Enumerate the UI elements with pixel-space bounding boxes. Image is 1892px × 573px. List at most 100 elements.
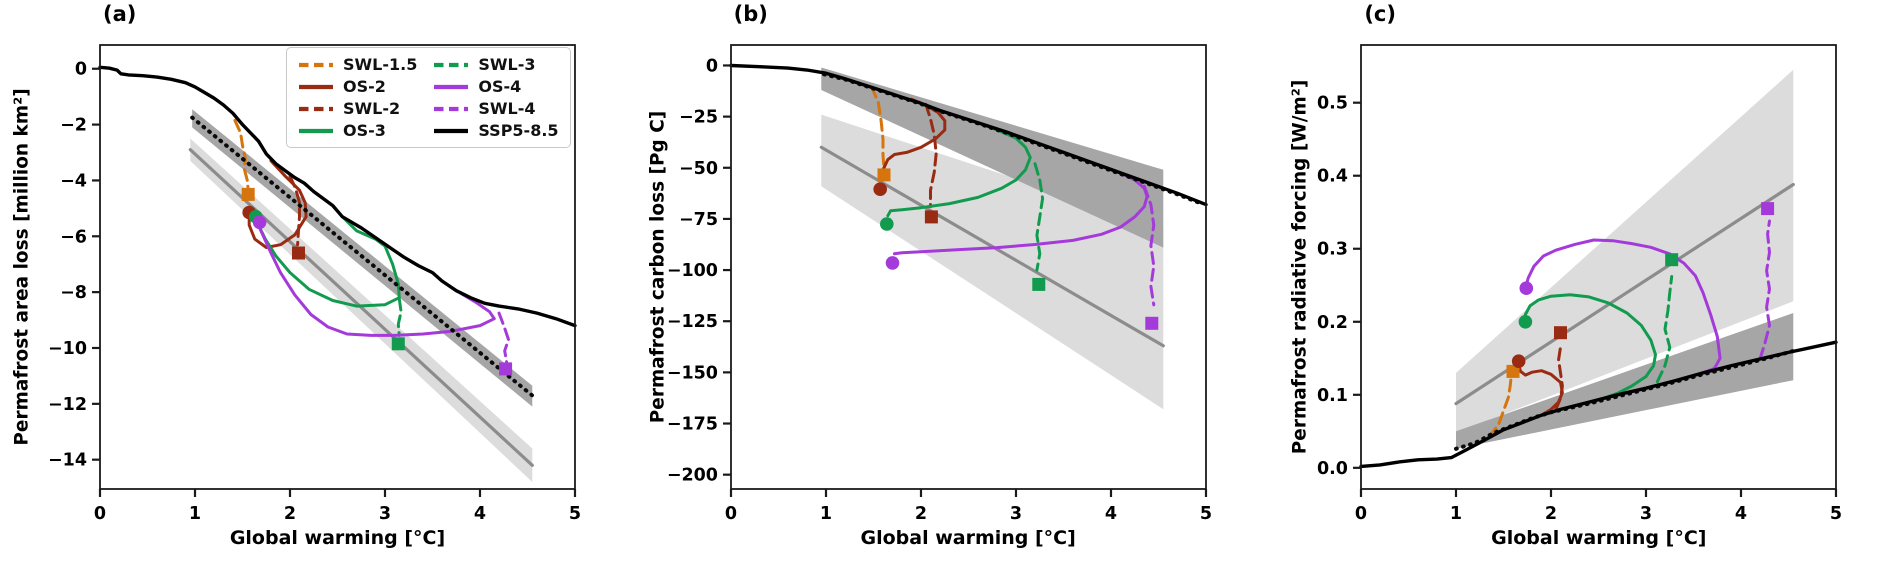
marker-os-3-circle xyxy=(879,217,894,231)
panel-a-y-axis-label: Permafrost area loss [million km²] xyxy=(11,88,33,446)
marker-swl-4-square xyxy=(499,362,513,376)
y-tick-label: 0.5 xyxy=(1317,94,1348,114)
band-obs-uncertainty-light xyxy=(820,114,1163,410)
x-tick-label: 1 xyxy=(1450,504,1462,524)
series-os-4-line xyxy=(1525,238,1722,383)
y-tick-label: 0.2 xyxy=(1317,313,1348,333)
legend-entry-os-2: OS-2 xyxy=(298,77,417,96)
series-swl-1-5-line xyxy=(233,118,250,192)
series-swl-3-line xyxy=(1033,162,1044,272)
y-tick-label: −150 xyxy=(666,363,717,383)
legend-line-os-4-icon xyxy=(434,84,469,89)
series-swl-2-line xyxy=(923,102,938,209)
x-tick-label: 4 xyxy=(1105,504,1117,524)
series-swl-3-line xyxy=(1656,275,1674,384)
x-tick-label: 2 xyxy=(284,504,296,524)
panel-a-letter: (a) xyxy=(103,2,137,26)
y-tick-label: −6 xyxy=(60,227,87,247)
marker-swl-2-square xyxy=(1554,326,1568,340)
legend-label: SSP5-8.5 xyxy=(478,121,559,140)
legend-line-swl-4-icon xyxy=(434,106,469,111)
marker-os-2-circle xyxy=(873,182,887,197)
marker-swl-3-square xyxy=(391,337,405,351)
x-tick-label: 5 xyxy=(569,504,581,524)
marker-swl-4-square xyxy=(1144,316,1158,330)
marker-os-2-circle xyxy=(1512,354,1526,368)
series-swl-4-line xyxy=(497,311,510,364)
series-os-2-line xyxy=(1517,364,1565,417)
panel-c-plot: 0 1 2 3 4 5 0.0 0.1 0.2 0.3 0.4 0.5 xyxy=(1317,44,1842,524)
legend: SWL-1.5 OS-2 SWL-2 OS-3 SWL-3 OS-4 xyxy=(286,47,571,148)
marker-os-4-circle xyxy=(1519,281,1534,295)
marker-swl-2-square xyxy=(924,210,938,224)
panel-c-y-axis-label: Permafrost radiative forcing [W/m²] xyxy=(1289,79,1311,455)
band-obs-uncertainty-light xyxy=(190,138,533,482)
x-tick-label: 4 xyxy=(474,504,486,524)
marker-swl-1-5-square xyxy=(241,187,255,201)
axes-spines xyxy=(99,44,576,490)
marker-swl-2-square xyxy=(291,246,305,260)
y-tick-label: −8 xyxy=(60,283,87,303)
marker-swl-3-square xyxy=(1665,253,1679,267)
legend-entry-swl-3: SWL-3 xyxy=(433,55,558,74)
x-tick-label: 1 xyxy=(189,504,201,524)
x-tick-label: 0 xyxy=(725,504,737,524)
series-swl-4-line xyxy=(1142,184,1155,307)
legend-label: OS-2 xyxy=(343,77,386,96)
legend-label: SWL-1.5 xyxy=(343,55,418,74)
y-tick-label: −4 xyxy=(60,171,87,191)
panel-b-x-axis-label: Global warming [°C] xyxy=(860,527,1076,549)
x-tick-label: 2 xyxy=(1545,504,1557,524)
panel-b-plot: 0 1 2 3 4 5 0 −25 −50 −75 −100 −125 −150 −175 −200 xyxy=(666,44,1212,524)
x-tick-label: 2 xyxy=(915,504,927,524)
y-tick-label: 0 xyxy=(705,56,717,76)
panel-a-x-axis-label: Global warming [°C] xyxy=(229,527,446,549)
y-tick-label: −25 xyxy=(679,108,718,128)
x-tick-label: 0 xyxy=(1355,504,1367,524)
legend-line-os-3-icon xyxy=(299,128,333,133)
panel-b-letter: (b) xyxy=(733,2,768,26)
series-swl-3-line xyxy=(396,297,403,337)
y-tick-label: 0 xyxy=(75,60,87,80)
panel-b: 0 1 2 3 4 5 0 −25 −50 −75 −100 −125 −150 −175 −200 (b)… xyxy=(631,0,1262,573)
x-tick-label: 0 xyxy=(94,504,106,524)
y-tick-label: −14 xyxy=(48,451,87,471)
y-tick-label: −200 xyxy=(666,466,717,486)
y-tick-label: 0.1 xyxy=(1317,386,1348,406)
legend-line-swl-3-icon xyxy=(434,62,469,67)
legend-line-os-2-icon xyxy=(299,84,333,89)
series-swl-1-5-line xyxy=(869,85,886,170)
y-tick-label: 0.4 xyxy=(1317,167,1348,187)
legend-line-swl-1-5-icon xyxy=(299,62,333,67)
legend-entry-swl-1-5: SWL-1.5 xyxy=(298,55,417,74)
panel-c-letter: (c) xyxy=(1364,2,1396,26)
y-tick-label: −10 xyxy=(48,339,87,359)
legend-entry-ssp5-8-5: SSP5-8.5 xyxy=(433,121,559,140)
y-tick-label: −50 xyxy=(679,159,718,179)
x-tick-label: 1 xyxy=(820,504,832,524)
y-tick-label: 0.3 xyxy=(1317,240,1348,260)
y-tick-label: −75 xyxy=(679,210,718,230)
axes-spines xyxy=(1360,44,1838,490)
y-tick-label: −12 xyxy=(48,395,87,415)
marker-swl-1-5-square xyxy=(1506,364,1520,378)
axes-spines xyxy=(729,44,1207,490)
legend-label: OS-4 xyxy=(478,77,522,96)
y-tick-label: −175 xyxy=(666,415,717,435)
series-os-3-line xyxy=(885,121,1032,218)
panel-a-plot: 0 1 2 3 4 5 0 −2 −4 −6 −8 −10 −12 −14 xyxy=(48,44,581,524)
y-tick-label: −125 xyxy=(666,312,717,332)
series-ssp5-8-5-line xyxy=(1359,340,1838,469)
marker-os-3-circle xyxy=(1518,314,1533,329)
x-tick-label: 5 xyxy=(1200,504,1212,524)
legend-label: SWL-2 xyxy=(343,99,401,118)
series-os-3-line xyxy=(1524,293,1658,400)
legend-label: OS-3 xyxy=(343,121,386,140)
marker-swl-4-square xyxy=(1761,202,1775,216)
series-swl-4-line xyxy=(1758,219,1772,361)
band-obs-uncertainty-light xyxy=(1456,69,1794,433)
panel-b-y-axis-label: Permafrost carbon loss [Pg C] xyxy=(647,110,669,424)
series-ssp5-8-5-line xyxy=(98,65,577,328)
panel-a: 0 1 2 3 4 5 0 −2 −4 −6 −8 −10 −12 −14 (a) Permafrost … xyxy=(0,0,631,573)
legend-label: SWL-4 xyxy=(478,99,536,118)
